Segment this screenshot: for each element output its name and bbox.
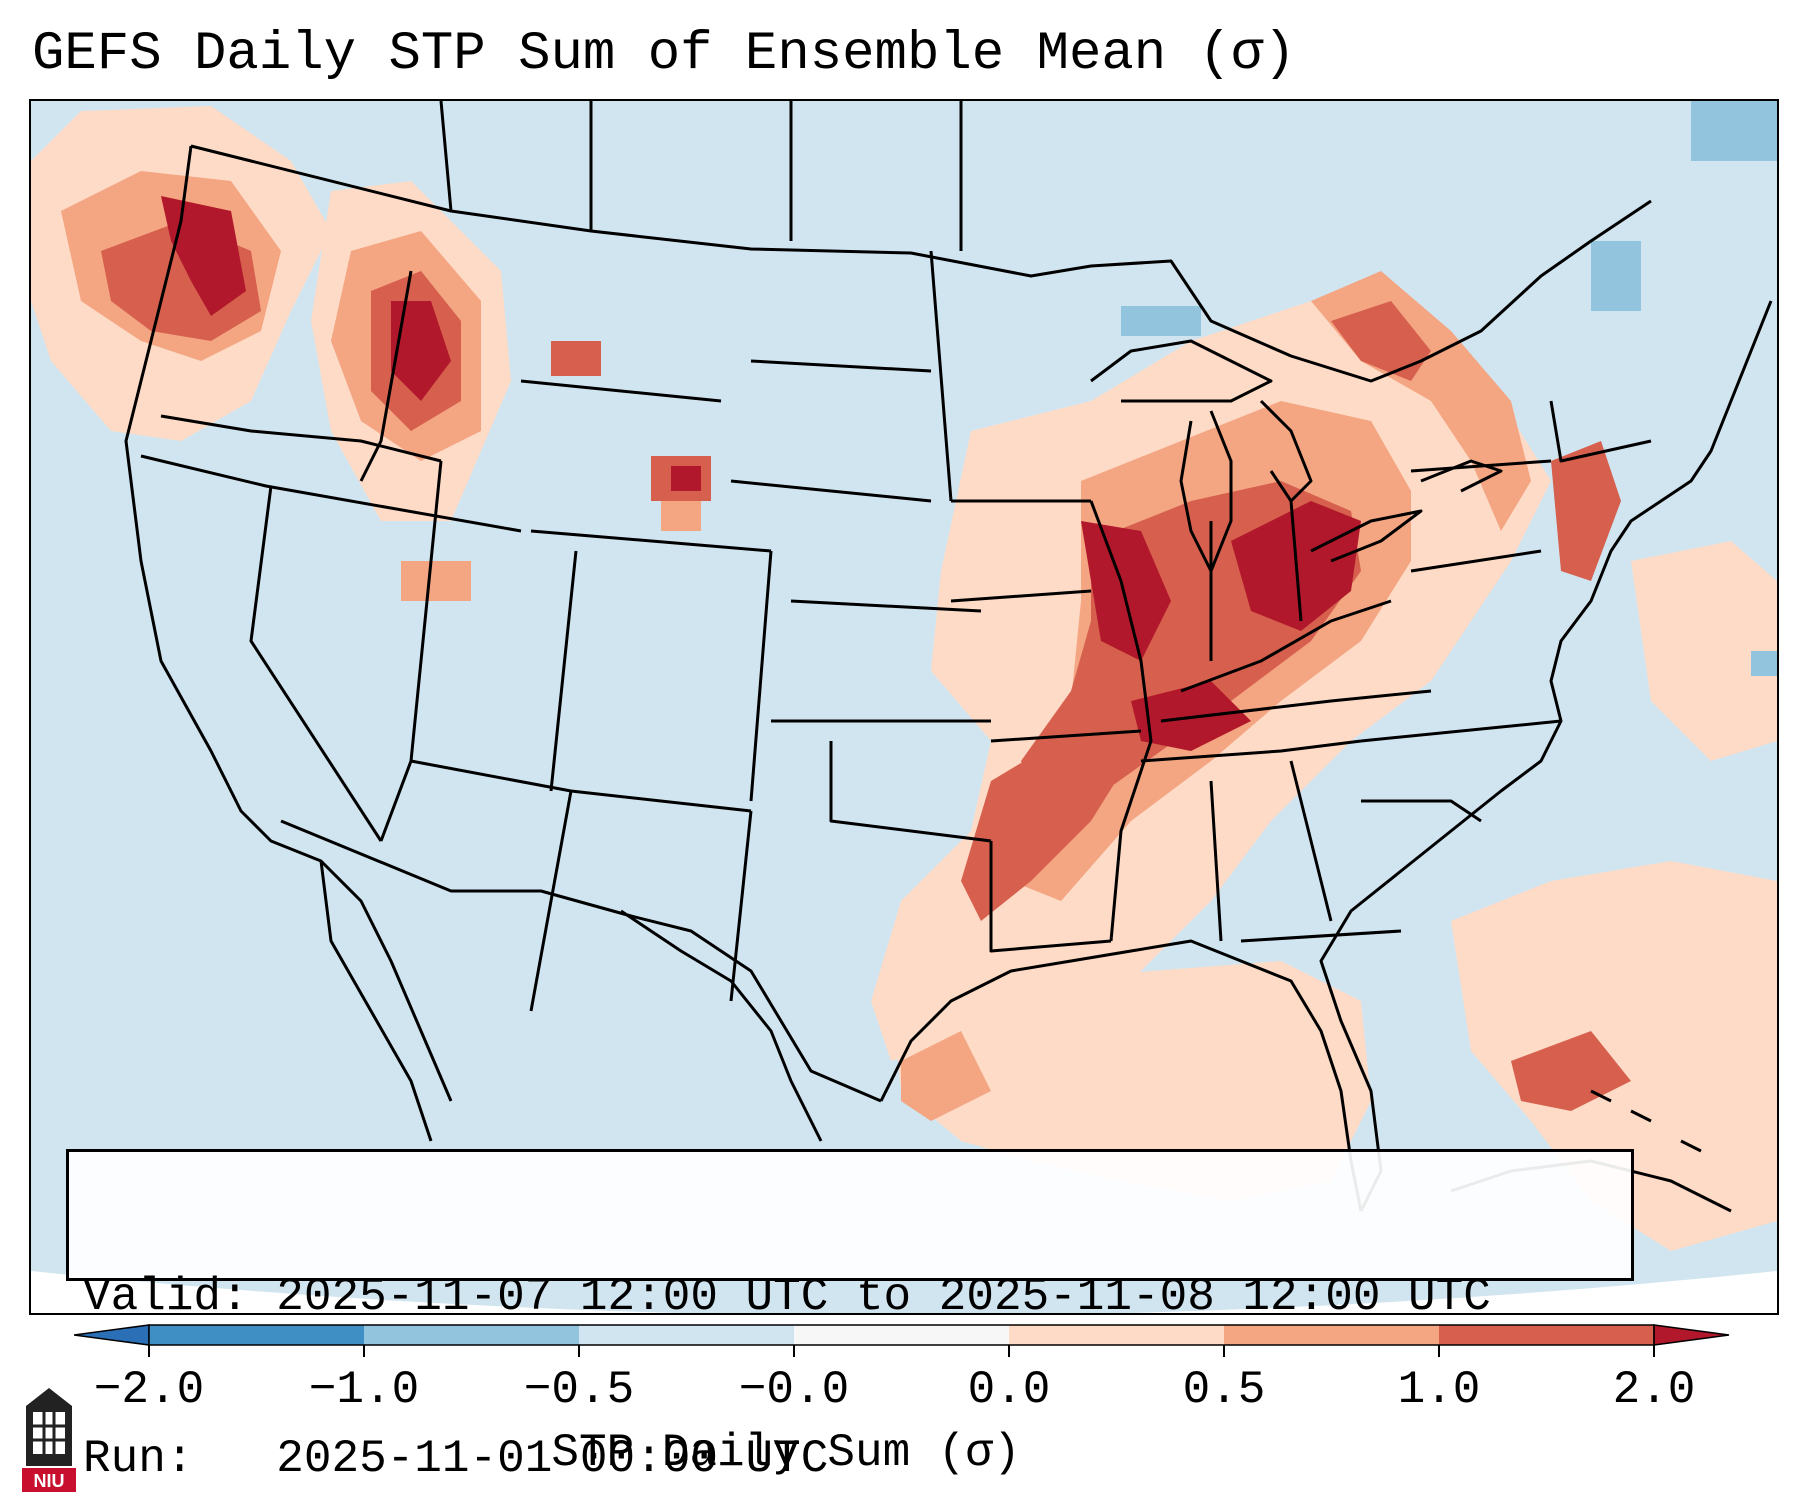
bahamas-islands	[1590, 1089, 1702, 1153]
anomaly-negative-quebec	[1591, 241, 1641, 311]
lake-huron	[1259, 399, 1313, 503]
state-line-az-nm	[529, 790, 573, 1012]
state-line-ok-tx	[829, 741, 992, 843]
colorbar-bin	[1439, 1325, 1654, 1345]
niu-logo: NIU	[20, 1388, 78, 1492]
lake-erie	[1310, 509, 1423, 563]
colorbar-bin	[794, 1325, 1009, 1345]
colorbar-tick-label: −0.0	[738, 1364, 850, 1416]
state-line-ohio-river	[1180, 599, 1392, 693]
colorbar-bin-arrow-low	[74, 1324, 150, 1346]
niu-logo-text: NIU	[34, 1471, 65, 1491]
colorbar-bin-arrow-high	[1653, 1324, 1730, 1346]
anomaly-region-nyc	[1551, 441, 1621, 581]
state-line-in-oh	[1289, 500, 1303, 622]
gulf-coast	[879, 939, 1363, 1212]
state-line-wy-co	[530, 529, 772, 553]
colorbar-bin	[364, 1325, 579, 1345]
stp-map	[31, 101, 1777, 1313]
colorbar-tick-label: 0.5	[1182, 1364, 1266, 1416]
anomaly-shading	[31, 101, 1777, 1251]
anomaly-speck-wyoming-c	[551, 341, 601, 376]
state-line-al-ga	[1289, 760, 1333, 922]
colorbar-tick-label: 2.0	[1612, 1364, 1696, 1416]
state-line-mississippi-river	[1089, 500, 1153, 942]
lake-ontario	[1420, 459, 1503, 493]
us-canada-border	[190, 144, 1652, 383]
map-panel	[29, 99, 1779, 1315]
anomaly-region-gulf-light	[891, 961, 1371, 1201]
mexico-coast	[620, 909, 823, 1142]
state-line-mt-wy	[520, 379, 722, 403]
state-line-ky-tn	[1160, 689, 1432, 723]
colorbar-outline	[148, 1324, 1655, 1346]
us-mexico-border	[280, 819, 882, 1103]
colorbar	[74, 1324, 1730, 1357]
anomaly-region-pnw-max	[161, 196, 246, 316]
state-line-co-west	[549, 550, 578, 792]
anomaly-region-illinois-max	[1081, 521, 1171, 661]
colorbar-bin	[1224, 1325, 1439, 1345]
valid-value: 2025-11-07 12:00 UTC to 2025-11-08 12:00…	[276, 1271, 1491, 1323]
state-line-va-nc	[1360, 719, 1562, 743]
anomaly-region-northeast-strong	[1331, 301, 1431, 381]
state-line-ga-fl	[1240, 929, 1402, 943]
valid-row: Valid: 2025-11-07 12:00 UTC to 2025-11-0…	[83, 1270, 1617, 1324]
political-boundaries	[124, 101, 1773, 1213]
colorbar-tick-label: −0.5	[523, 1364, 635, 1416]
state-line-co-east	[749, 550, 773, 802]
run-row: Run: 2025-11-01 00:00 UTC	[83, 1432, 1617, 1486]
anomaly-region-atlantic-northeast	[1631, 541, 1777, 761]
state-line-wa-or	[160, 414, 442, 463]
state-line-nd-sd	[750, 359, 932, 373]
anomaly-negative-atlantic	[1751, 651, 1777, 676]
state-line-nc-sc	[1361, 799, 1482, 823]
run-value: 2025-11-01 00:00 UTC	[276, 1433, 829, 1485]
lake-michigan	[1179, 410, 1233, 573]
state-line-ia-mo	[950, 589, 1092, 603]
anomaly-region-idaho-max	[391, 301, 451, 401]
state-line-dakotas-mn	[929, 250, 953, 502]
colorbar-tick-label: −2.0	[93, 1364, 205, 1416]
run-label: Run:	[83, 1433, 194, 1485]
lake-superior	[1090, 339, 1273, 403]
state-line-ca-nv	[249, 485, 383, 842]
state-line-sd-ne	[730, 479, 932, 503]
state-line-mo-ar	[990, 729, 1142, 743]
colorbar-bin	[1009, 1325, 1224, 1345]
state-line-idaho-east	[359, 270, 413, 482]
anomaly-negative-hudson	[1691, 101, 1777, 161]
state-line-ne-ks	[790, 599, 982, 613]
state-line-tn-south	[1140, 739, 1362, 763]
anomaly-speck-wyoming-d	[661, 501, 701, 531]
niu-tower-icon	[22, 1388, 76, 1492]
anomaly-negative-lake-superior	[1121, 306, 1201, 336]
anomaly-region-texas-coast	[901, 1031, 991, 1121]
state-line-new-england	[1549, 400, 1652, 463]
valid-time-box: Valid: 2025-11-07 12:00 UTC to 2025-11-0…	[66, 1149, 1634, 1485]
colorbar-tick-label: 0.0	[967, 1364, 1051, 1416]
atlantic-coast	[1319, 300, 1773, 1212]
state-line-nm-tx	[729, 810, 753, 1002]
map-title: GEFS Daily STP Sum of Ensemble Mean (σ)	[32, 24, 1296, 85]
anomaly-region-arkansas-band	[961, 721, 1141, 921]
valid-label: Valid:	[83, 1271, 249, 1323]
colorbar-bin	[149, 1325, 364, 1345]
anomaly-speck-wyoming-b	[671, 466, 701, 491]
anomaly-speck-utah	[401, 561, 471, 601]
colorbar-label: STP Daily Sum (σ)	[551, 1427, 1021, 1479]
colorbar-tick-label: −1.0	[308, 1364, 420, 1416]
anomaly-region-atlantic-light	[1451, 861, 1777, 1251]
state-line-pa-north	[1410, 459, 1552, 473]
baja-peninsula	[319, 860, 433, 1142]
west-coast	[124, 145, 453, 1102]
state-line-pa-south	[1410, 549, 1542, 573]
state-line-ms-al	[1209, 780, 1223, 942]
colorbar-tick-label: 1.0	[1397, 1364, 1481, 1416]
colorbar-bin	[579, 1325, 794, 1345]
state-line-ar-la	[989, 841, 1112, 953]
canada-province-line-d	[439, 101, 453, 212]
anomaly-region-florida-strait	[1511, 1031, 1631, 1111]
